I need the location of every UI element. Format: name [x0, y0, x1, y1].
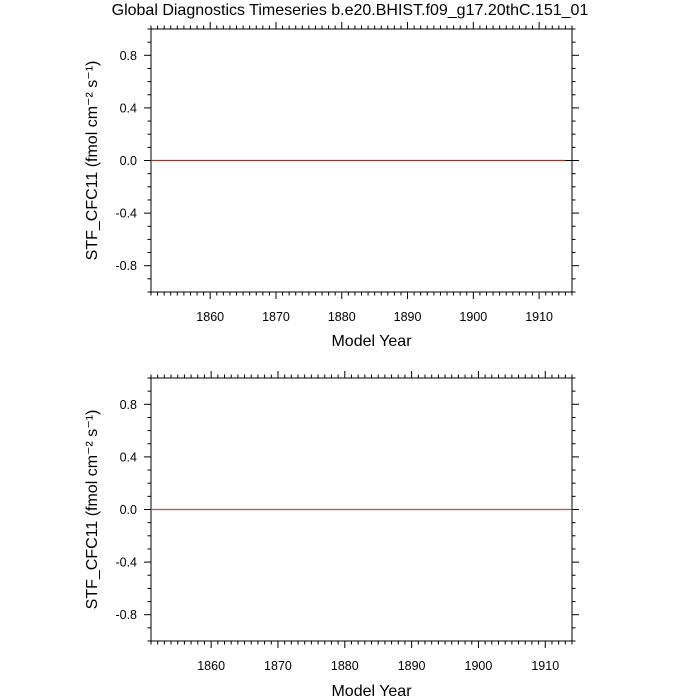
y-tick-label: -0.4 — [115, 207, 137, 221]
chart-title: Global Diagnostics Timeseries b.e20.BHIS… — [111, 2, 589, 19]
x-tick-label: 1880 — [331, 659, 359, 673]
y-tick-label: 0.4 — [120, 450, 137, 464]
x-tick-label: 1860 — [197, 659, 225, 673]
x-tick-label: 1900 — [465, 659, 493, 673]
y-tick-label: 0.0 — [120, 154, 137, 168]
x-tick-label: 1870 — [262, 310, 290, 324]
y-tick-label: 0.8 — [120, 49, 137, 63]
y-tick-label: -0.8 — [115, 608, 137, 622]
x-axis-label: Model Year — [331, 333, 412, 350]
x-tick-label: 1860 — [196, 310, 224, 324]
x-tick-label: 1880 — [328, 310, 356, 324]
x-tick-label: 1900 — [459, 310, 487, 324]
y-axis-label: STF_CFC11 (fmol cm⁻² s⁻¹) — [84, 410, 101, 610]
y-tick-label: -0.8 — [115, 259, 137, 273]
plot-panel-2: 1860 1870 1880 1890 1900 1910 0.8 0.4 0.0 -0.4 -0.… — [84, 371, 579, 700]
plot-panel-1: 1860 1870 1880 1890 1900 1910 0.8 0.4 0.0 -0.4 -0.… — [84, 22, 579, 350]
x-tick-label: 1870 — [264, 659, 292, 673]
x-tick-label: 1890 — [398, 659, 426, 673]
x-tick-label: 1910 — [531, 659, 559, 673]
y-tick-label: -0.4 — [115, 556, 137, 570]
x-tick-label: 1890 — [394, 310, 422, 324]
y-tick-label: 0.4 — [120, 101, 137, 115]
x-axis-label: Model Year — [331, 683, 412, 700]
y-axis-label: STF_CFC11 (fmol cm⁻² s⁻¹) — [84, 61, 101, 261]
x-tick-label: 1910 — [525, 310, 553, 324]
y-tick-label: 0.0 — [120, 503, 137, 517]
y-tick-label: 0.8 — [120, 398, 137, 412]
